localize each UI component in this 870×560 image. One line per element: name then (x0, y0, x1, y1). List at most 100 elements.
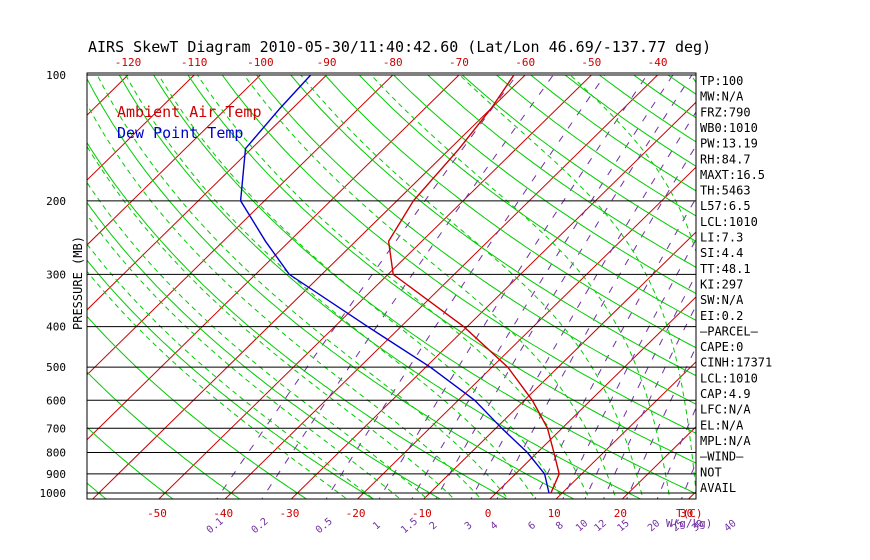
dry-adiabat-line (324, 74, 696, 349)
index-item: TT:48.1 (700, 262, 751, 276)
isotherm-line (224, 74, 658, 499)
pressure-tick-label: 900 (46, 468, 66, 481)
mixing-ratio-tick-label: 40 (722, 518, 738, 534)
dry-adiabat-line (461, 74, 696, 242)
dry-adiabat-line (187, 74, 696, 464)
bottom-temp-tick-label: -40 (213, 507, 233, 520)
index-item: FRZ:790 (700, 105, 751, 119)
bottom-temp-ticks: -50 -40 -30 -20 -10 0 10 20 30 (147, 507, 693, 520)
index-item: RH:84.7 (700, 152, 751, 166)
isotherm-line (816, 75, 870, 504)
bottom-temp-tick-label: 0 (485, 507, 492, 520)
index-item: EI:0.2 (700, 309, 743, 323)
dry-adiabat-line (221, 74, 696, 434)
mixing-ratio-tick-label: 4 (489, 520, 501, 532)
legend-entry: Ambient Air Temp (117, 103, 262, 121)
mixing-ratio-tick-label: 0.5 (314, 516, 335, 536)
dry-adiabat-line (256, 74, 696, 405)
pressure-tick-label: 200 (46, 195, 66, 208)
isotherm-line (489, 296, 696, 499)
index-item: MW:N/A (700, 90, 744, 104)
mixing-ratio-tick-label: 6 (526, 520, 538, 532)
index-item: MAXT:16.5 (700, 168, 765, 182)
top-temp-tick-label: -100 (247, 56, 274, 69)
index-item: CAPE:0 (700, 340, 743, 354)
dry-adiabat-line (667, 74, 696, 95)
bottom-temp-tick-label: -10 (412, 507, 432, 520)
isotherm-line (0, 75, 62, 504)
profile-line (387, 74, 560, 494)
pressure-tick-label: 600 (46, 394, 66, 407)
top-temp-tick-label: -60 (515, 56, 535, 69)
index-item: LCL:1010 (700, 371, 758, 385)
top-temp-tick-label: -120 (115, 56, 142, 69)
mixing-ratio-tick-label: 10 (574, 518, 590, 534)
index-item: SI:4.4 (700, 246, 743, 260)
index-item: LFC:N/A (700, 403, 751, 417)
y-axis-label: PRESSURE (MB) (71, 236, 85, 330)
plot-area (0, 74, 870, 504)
chart-title: AIRS SkewT Diagram 2010-05-30/11:40:42.6… (88, 38, 711, 56)
index-item: MPL:N/A (700, 434, 751, 448)
index-item: SW:N/A (700, 293, 744, 307)
dry-adiabat-line (839, 75, 870, 504)
dry-adiabat-line (771, 75, 870, 504)
isotherm-line (621, 426, 696, 499)
index-item: L57:6.5 (700, 199, 751, 213)
index-item: —WIND— (700, 450, 744, 464)
legend: Ambient Air Temp Dew Point Temp (117, 103, 262, 142)
isotherm-line (87, 74, 327, 311)
index-item: CINH:17371 (700, 356, 772, 370)
pressure-tick-label: 400 (46, 321, 66, 334)
pressure-tick-label: 800 (46, 446, 66, 459)
bottom-temp-tick-label: -30 (279, 507, 299, 520)
dry-adiabat-line (290, 74, 696, 377)
top-temp-tick-label: -110 (181, 56, 208, 69)
x-axis-label-temp: T(C) (676, 507, 703, 520)
isotherm-line (555, 361, 696, 499)
pressure-tick-label: 700 (46, 422, 66, 435)
index-item: LI:7.3 (700, 231, 743, 245)
bottom-temp-tick-label: 20 (614, 507, 627, 520)
index-item: CAP:4.9 (700, 387, 751, 401)
top-temp-ticks: -120 -110 -100 -90 -80 -70 -60 -50 -40 (115, 56, 668, 69)
mixing-ratio-tick-label: 3 (463, 520, 475, 532)
dry-adiabat-line (358, 74, 696, 321)
isotherm-line (87, 74, 129, 116)
legend-entry: Dew Point Temp (117, 124, 243, 142)
bottom-temp-tick-label: 10 (548, 507, 561, 520)
moist-adiabat-line (87, 145, 455, 499)
index-item: PW:13.19 (700, 137, 758, 151)
isotherm-line (422, 231, 696, 499)
isotherm-line (87, 74, 195, 181)
index-item: —PARCEL— (700, 324, 759, 338)
mixing-ratio-tick-label: 15 (615, 518, 631, 534)
dry-adiabat-line (805, 75, 870, 504)
isotherm-line (356, 166, 696, 499)
mixing-ratio-tick-label: 1 (371, 520, 383, 532)
mixing-ratio-tick-label: 2 (428, 520, 440, 532)
top-temp-tick-label: -50 (581, 56, 601, 69)
dry-adiabat-line (393, 74, 696, 295)
isotherms (0, 74, 870, 504)
mixing-ratio-line (216, 74, 518, 499)
top-temp-tick-label: -90 (317, 56, 337, 69)
bottom-temp-tick-label: 30 (680, 507, 693, 520)
index-item: WB0:1010 (700, 121, 758, 135)
mixing-ratio-tick-label: 12 (592, 518, 608, 534)
bottom-temp-tick-label: -20 (346, 507, 366, 520)
top-temp-tick-label: -80 (383, 56, 403, 69)
mixing-ratio-tick-label: 0.2 (250, 516, 271, 536)
index-item: NOT (700, 465, 722, 479)
top-temp-tick-label: -40 (648, 56, 668, 69)
profile-line (239, 74, 550, 494)
pressure-tick-label: 1000 (40, 487, 67, 500)
profiles (239, 74, 560, 494)
isotherm-line (158, 74, 592, 499)
pressure-ticks: 100 200 300 400 500 600 700 800 900 1000 (40, 69, 67, 500)
dry-adiabat-line (427, 74, 696, 268)
pressure-tick-label: 500 (46, 361, 66, 374)
mixing-ratio-tick-label: 8 (554, 520, 566, 532)
